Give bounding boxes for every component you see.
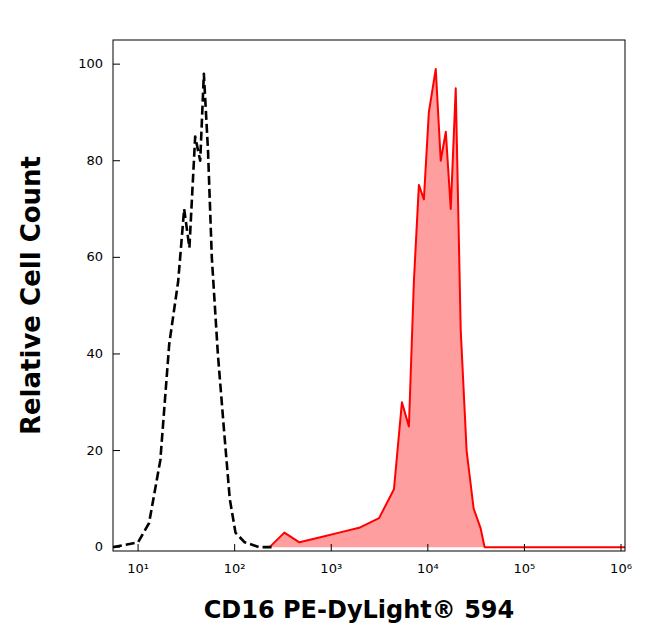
series-line xyxy=(113,74,275,547)
y-tick xyxy=(113,160,120,161)
x-tick xyxy=(621,544,622,551)
x-tick xyxy=(524,544,525,551)
y-tick-label: 60 xyxy=(86,249,103,264)
x-tick-label: 10³ xyxy=(320,561,342,576)
x-tick-label: 10⁴ xyxy=(417,561,439,576)
x-tick-label: 10⁵ xyxy=(514,561,536,576)
y-tick xyxy=(113,547,120,548)
y-axis-title: Relative Cell Count xyxy=(16,156,46,435)
x-tick xyxy=(331,544,332,551)
y-tick-label: 20 xyxy=(86,443,103,458)
x-axis-title: CD16 PE-DyLight® 594 xyxy=(204,596,515,624)
x-tick xyxy=(138,544,139,551)
y-tick-label: 80 xyxy=(86,153,103,168)
x-tick-label: 10⁶ xyxy=(610,561,632,576)
y-tick xyxy=(113,450,120,451)
y-tick xyxy=(113,353,120,354)
series-group xyxy=(113,69,625,547)
y-tick-label: 40 xyxy=(86,346,103,361)
series-line xyxy=(270,69,625,547)
y-tick-label: 0 xyxy=(95,539,103,554)
y-tick xyxy=(113,257,120,258)
chart: 10¹ 10² 10³ 10⁴ 10⁵ 10⁶ 0 20 40 60 80 100 CD16 PE-Dy… xyxy=(0,0,646,641)
plot-frame xyxy=(113,40,625,551)
area-fill xyxy=(270,69,625,547)
x-tick xyxy=(427,544,428,551)
x-tick-label: 10¹ xyxy=(127,561,149,576)
y-tick-label: 100 xyxy=(78,56,103,71)
x-tick-label: 10² xyxy=(224,561,246,576)
y-tick xyxy=(113,64,120,65)
x-tick xyxy=(234,544,235,551)
